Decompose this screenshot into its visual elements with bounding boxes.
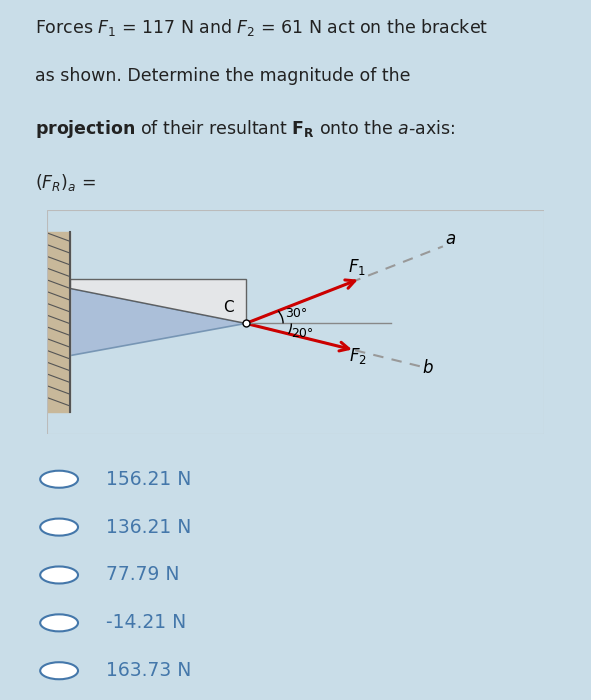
Text: 156.21 N: 156.21 N xyxy=(106,470,191,489)
Text: $\mathbf{projection}$ of their resultant $\mathbf{F}_\mathbf{R}$ onto the $a$-ax: $\mathbf{projection}$ of their resultant… xyxy=(35,118,456,139)
Text: -14.21 N: -14.21 N xyxy=(106,613,187,632)
Text: b: b xyxy=(423,360,433,377)
Text: a: a xyxy=(445,230,455,248)
Text: 77.79 N: 77.79 N xyxy=(106,566,180,584)
Bar xyxy=(47,232,70,412)
Polygon shape xyxy=(70,279,246,323)
Text: as shown. Determine the magnitude of the: as shown. Determine the magnitude of the xyxy=(35,67,411,85)
Text: C: C xyxy=(223,300,233,315)
Circle shape xyxy=(40,566,78,584)
Text: 30°: 30° xyxy=(285,307,307,320)
Circle shape xyxy=(40,615,78,631)
Circle shape xyxy=(40,519,78,536)
Text: $(F_R)_a$ =: $(F_R)_a$ = xyxy=(35,172,96,193)
Text: $F_1$: $F_1$ xyxy=(348,257,366,276)
Text: $F_2$: $F_2$ xyxy=(349,346,366,366)
Text: 20°: 20° xyxy=(291,327,314,340)
Polygon shape xyxy=(70,288,246,356)
Circle shape xyxy=(40,662,78,679)
Text: 163.73 N: 163.73 N xyxy=(106,662,191,680)
Circle shape xyxy=(40,470,78,488)
Text: 136.21 N: 136.21 N xyxy=(106,517,191,537)
Text: Forces $F_1$ = 117 N and $F_2$ = 61 N act on the bracket: Forces $F_1$ = 117 N and $F_2$ = 61 N ac… xyxy=(35,17,489,38)
